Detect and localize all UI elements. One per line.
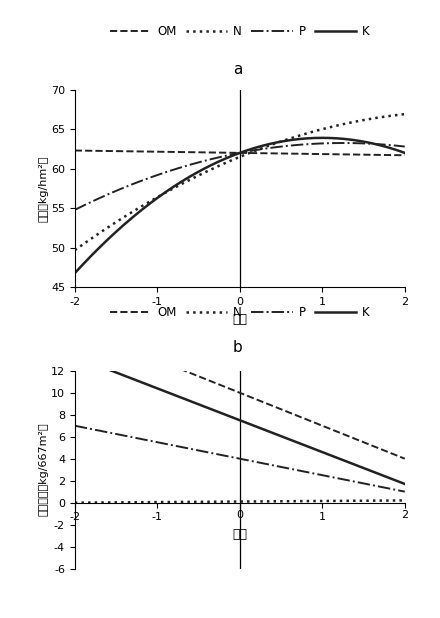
X-axis label: 水平: 水平 xyxy=(232,313,247,326)
Text: 2: 2 xyxy=(401,510,408,520)
Legend: OM, N, P, K: OM, N, P, K xyxy=(105,20,374,43)
Text: b: b xyxy=(233,341,242,355)
Y-axis label: 边际产量（kg/667m²）: 边际产量（kg/667m²） xyxy=(38,423,48,517)
Y-axis label: 产量（kg/hm²）: 产量（kg/hm²） xyxy=(38,155,48,222)
X-axis label: 水平: 水平 xyxy=(232,528,247,541)
Text: a: a xyxy=(233,62,242,77)
Text: 0: 0 xyxy=(236,510,243,520)
Legend: OM, N, P, K: OM, N, P, K xyxy=(105,302,374,324)
